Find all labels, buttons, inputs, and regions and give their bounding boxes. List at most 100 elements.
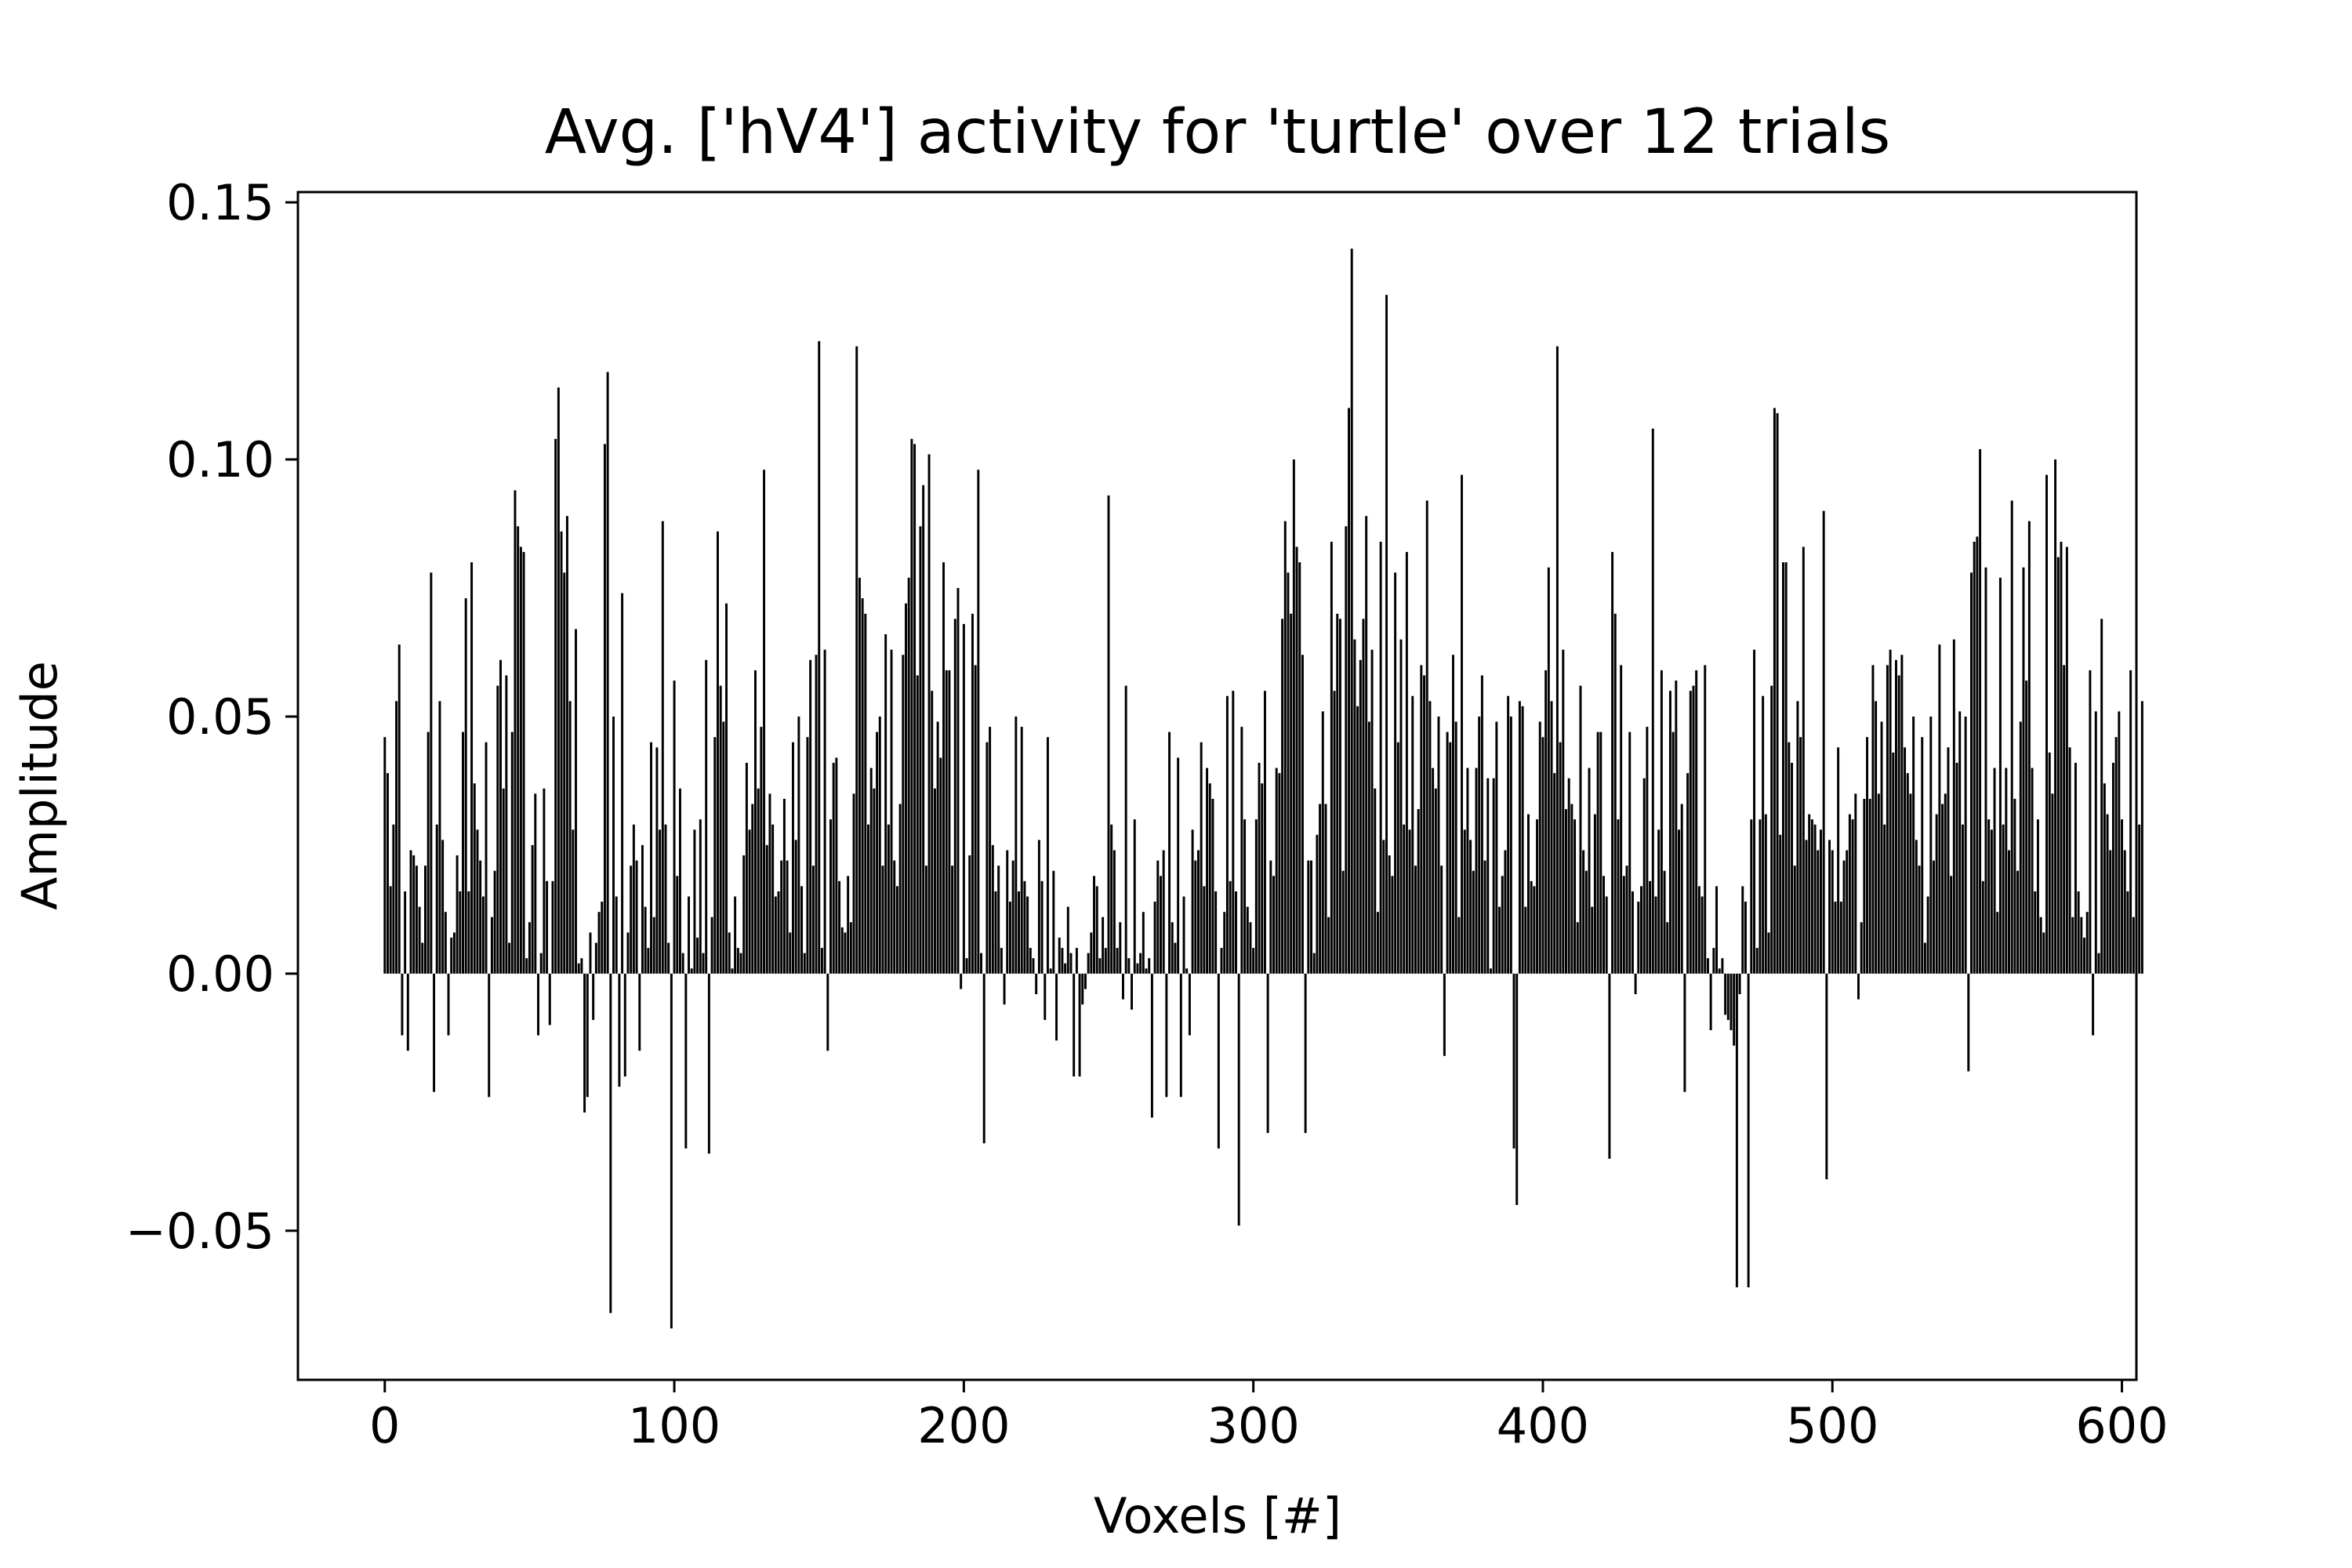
bar bbox=[1252, 948, 1255, 974]
bar bbox=[771, 824, 775, 974]
bar bbox=[887, 824, 890, 974]
bar bbox=[1501, 876, 1504, 974]
bar bbox=[505, 675, 508, 974]
bar bbox=[1929, 716, 1933, 974]
bar bbox=[441, 840, 445, 974]
bar bbox=[1018, 891, 1021, 974]
bar bbox=[2097, 953, 2100, 974]
bar bbox=[1408, 829, 1411, 974]
bar bbox=[606, 372, 609, 974]
bar bbox=[1755, 948, 1759, 974]
bar bbox=[1391, 876, 1394, 974]
bar bbox=[1220, 948, 1223, 974]
bar bbox=[603, 444, 606, 974]
bar bbox=[1162, 850, 1165, 974]
bar bbox=[1721, 958, 1724, 974]
bar bbox=[1562, 649, 1565, 974]
bar bbox=[1854, 793, 1857, 974]
bar bbox=[1321, 711, 1324, 974]
bar bbox=[2051, 793, 2054, 974]
bar bbox=[1509, 716, 1512, 974]
bar bbox=[1663, 870, 1666, 974]
bar bbox=[406, 973, 409, 1051]
bar bbox=[1150, 973, 1153, 1118]
bar bbox=[1388, 855, 1391, 974]
bar bbox=[1367, 721, 1370, 974]
bar bbox=[418, 906, 421, 974]
bar bbox=[1440, 866, 1443, 974]
bar bbox=[1744, 902, 1747, 974]
bar bbox=[1292, 459, 1295, 974]
bar bbox=[1359, 659, 1362, 974]
bar bbox=[1405, 552, 1408, 974]
bar bbox=[968, 855, 971, 974]
bar bbox=[652, 916, 655, 974]
bar bbox=[1066, 906, 1069, 974]
bar bbox=[780, 860, 783, 974]
bar bbox=[1225, 695, 1229, 974]
bar bbox=[2123, 850, 2126, 974]
bar bbox=[1628, 731, 1632, 974]
bar bbox=[1214, 891, 1218, 974]
bar bbox=[893, 860, 896, 974]
bar bbox=[673, 681, 676, 974]
bar bbox=[1848, 814, 1851, 974]
bar bbox=[508, 942, 511, 974]
bar bbox=[1324, 804, 1327, 974]
bar bbox=[927, 454, 931, 974]
bar bbox=[2085, 912, 2089, 974]
bar bbox=[942, 562, 945, 974]
bar bbox=[424, 866, 426, 974]
bar bbox=[1046, 737, 1049, 974]
plot-area-frame bbox=[296, 191, 2138, 1381]
bar bbox=[1350, 249, 1353, 974]
bar bbox=[1593, 814, 1596, 974]
bar bbox=[1613, 613, 1617, 974]
bar bbox=[1055, 973, 1058, 1041]
bar bbox=[1579, 685, 1582, 974]
bar bbox=[1538, 721, 1541, 974]
bar bbox=[982, 973, 985, 1144]
bar bbox=[470, 562, 474, 974]
bar bbox=[676, 876, 679, 974]
bar bbox=[1116, 948, 1119, 974]
bar bbox=[1588, 768, 1591, 974]
bar bbox=[898, 804, 902, 974]
bar bbox=[1483, 860, 1486, 974]
bar bbox=[1263, 691, 1266, 974]
bar bbox=[401, 973, 404, 1036]
bar bbox=[1967, 973, 1970, 1072]
bar bbox=[1582, 850, 1585, 974]
bar bbox=[710, 916, 713, 974]
bar bbox=[1446, 731, 1449, 974]
bar bbox=[644, 906, 647, 974]
bar bbox=[623, 973, 626, 1077]
bar bbox=[1168, 731, 1171, 974]
bar bbox=[1831, 850, 1834, 974]
bar bbox=[485, 742, 488, 974]
bar bbox=[1961, 824, 1964, 974]
bar bbox=[1179, 973, 1182, 1098]
bar bbox=[1799, 737, 1802, 974]
bar bbox=[1073, 973, 1076, 1077]
bar bbox=[551, 880, 554, 974]
bar bbox=[751, 804, 754, 974]
bar bbox=[2048, 752, 2051, 974]
bar bbox=[426, 731, 430, 974]
bar bbox=[792, 742, 794, 974]
bar bbox=[1750, 819, 1753, 974]
bar bbox=[1923, 942, 1926, 974]
bar bbox=[2016, 870, 2020, 974]
bar bbox=[739, 953, 742, 974]
bar bbox=[1822, 510, 1825, 974]
bar bbox=[452, 932, 456, 974]
bar bbox=[1599, 731, 1602, 974]
bar bbox=[2106, 814, 2109, 974]
bar bbox=[1712, 948, 1715, 974]
bar bbox=[997, 866, 1000, 974]
x-axis: 0 100 200 300 400 500 600 bbox=[369, 1380, 2169, 1454]
bar bbox=[502, 788, 505, 974]
bar bbox=[1078, 973, 1081, 1077]
bar bbox=[1437, 716, 1440, 974]
bar bbox=[786, 860, 789, 974]
